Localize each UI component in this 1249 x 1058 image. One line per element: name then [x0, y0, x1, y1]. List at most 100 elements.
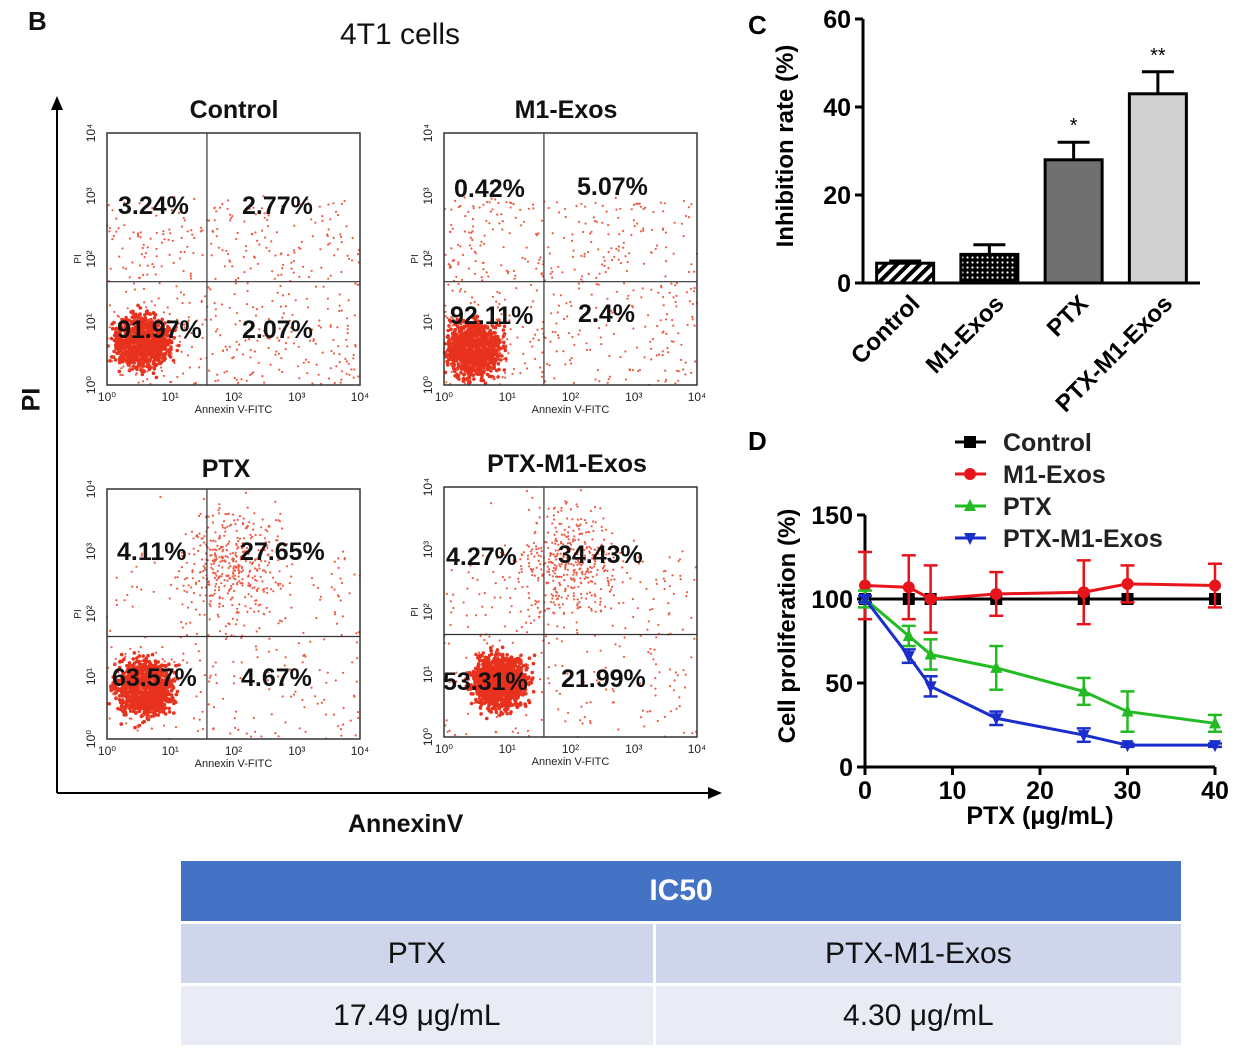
panel-c-ytick-label: 0 [837, 270, 851, 298]
panel-c-bar [875, 261, 936, 285]
legend-marker [964, 468, 976, 480]
flow-y-tick: 10⁰ [84, 730, 98, 748]
panel-c-ylabel: Inhibition rate (%) [772, 45, 799, 248]
series-point [859, 579, 871, 592]
flow-x-tick: 10³ [288, 390, 305, 404]
legend-label: M1-Exos [1003, 461, 1106, 489]
panel-c-ytick-label: 60 [823, 6, 851, 34]
series-point [1209, 716, 1221, 729]
flow-plot-frame [106, 132, 361, 386]
flow-y-label: PI [410, 254, 421, 263]
flow-y-tick: 10³ [421, 187, 435, 204]
flow-y-tick: 10² [421, 603, 435, 620]
flow-x-tick: 10¹ [162, 390, 179, 404]
ic50-value-ptx: 17.49 μg/mL [181, 984, 656, 1045]
flow-x-tick: 10² [225, 744, 242, 758]
legend-marker [964, 499, 976, 511]
flow-x-tick: 10³ [625, 742, 642, 756]
flow-x-tick: 10⁰ [98, 744, 116, 758]
panel-c-category-label: Control [846, 290, 925, 369]
panel-c-bar [1127, 92, 1188, 285]
flow-x-tick: 10³ [625, 390, 642, 404]
quad-ll-ptx-m1-exos: 53.31% [443, 668, 528, 696]
legend-label: PTX-M1-Exos [1003, 525, 1163, 553]
flow-x-tick: 10¹ [162, 744, 179, 758]
flow-y-tick: 10⁰ [421, 728, 435, 746]
quad-ur-m1-exos: 5.07% [577, 173, 648, 201]
series-point [1209, 579, 1221, 592]
flow-x-tick: 10² [562, 390, 579, 404]
ic50-col-ptx-m1-exos: PTX-M1-Exos [654, 922, 1181, 986]
flow-y-label: PI [410, 607, 421, 616]
panel-b-y-title: PI [17, 387, 46, 412]
series-line [863, 598, 1215, 747]
legend-marker [964, 533, 976, 545]
flow-x-label: Annexin V-FITC [195, 404, 273, 416]
panel-d-line-chart: D 0 50 100 150 0 10 20 30 40 PTX (μg/mL) Cell proli… [748, 426, 1229, 830]
panel-d-xtick-label: 10 [939, 777, 967, 805]
panel-b-axes [51, 96, 722, 799]
flow-x-tick: 10⁴ [351, 390, 370, 404]
panel-d-xtick-label: 40 [1201, 777, 1229, 805]
series-point [1209, 740, 1221, 753]
legend-label: Control [1003, 429, 1092, 457]
flow-y-tick: 10⁰ [84, 376, 98, 394]
flow-x-label: Annexin V-FITC [195, 758, 273, 770]
panel-d-ytick-label: 100 [811, 586, 853, 614]
panel-c-letter: C [748, 10, 767, 40]
flow-x-tick: 10⁰ [435, 390, 453, 404]
flow-y-tick: 10³ [84, 187, 98, 204]
quad-ll-control: 91.97% [117, 316, 202, 344]
legend-label: PTX [1003, 493, 1052, 521]
plot-title-m1-exos: M1-Exos [514, 96, 618, 124]
flow-y-tick: 10³ [421, 541, 435, 558]
series-point [924, 647, 937, 660]
series-point [902, 651, 915, 664]
flow-y-tick: 10² [421, 250, 435, 267]
panel-c-category-label: PTX [1042, 290, 1094, 342]
flow-x-label: Annexin V-FITC [532, 404, 610, 416]
quad-ul-ptx-m1-exos: 4.27% [446, 543, 517, 571]
quad-ur-ptx-m1-exos: 34.43% [558, 541, 643, 569]
flow-plot-ptx-m1-exos: 10⁰ 10⁰ 10¹ 10¹ 10² 10² 10³ 10³ 10⁴ 10⁴ Annexin V-… [410, 478, 706, 768]
flow-plot-ptx: 10⁰ 10⁰ 10¹ 10¹ 10² 10² 10³ 10³ 10⁴ 10⁴ Annexin V-… [73, 480, 369, 770]
series-ptx-m1-exos [858, 594, 1222, 753]
panel-d-xlabel: PTX (μg/mL) [966, 802, 1113, 830]
panel-c-significance: ** [1150, 45, 1166, 67]
panel-c-ytick-label: 40 [823, 94, 851, 122]
ic50-col-ptx: PTX [181, 922, 656, 986]
series-point [990, 713, 1003, 726]
panel-d-ytick-label: 0 [839, 754, 853, 782]
series-point [1077, 684, 1090, 697]
flow-x-tick: 10⁴ [688, 742, 707, 756]
ic50-table: IC50 PTX PTX-M1-Exos 17.49 μg/mL 4.30 μg… [181, 861, 1181, 1045]
flow-y-tick: 10² [84, 250, 98, 267]
flow-plot-control: 10⁰ 10⁰ 10¹ 10¹ 10² 10² 10³ 10³ 10⁴ 10⁴ Annexin V-… [73, 124, 369, 416]
panel-d-xtick-label: 20 [1026, 777, 1054, 805]
panel-b-subtitle: 4T1 cells [340, 18, 461, 51]
quad-ul-ptx: 4.11% [117, 538, 187, 566]
plot-title-ptx: PTX [201, 455, 251, 483]
flow-y-tick: 10¹ [84, 313, 98, 330]
series-point [924, 593, 937, 605]
flow-x-label: Annexin V-FITC [532, 756, 610, 768]
flow-y-tick: 10¹ [84, 668, 98, 685]
plot-title-control: Control [189, 96, 279, 124]
panel-c-ytick-label: 20 [823, 182, 851, 210]
flow-x-tick: 10⁴ [688, 390, 707, 404]
flow-x-tick: 10¹ [499, 390, 516, 404]
panel-d-xtick-label: 0 [858, 777, 872, 805]
series-point [859, 594, 871, 606]
flow-x-tick: 10⁴ [351, 744, 370, 758]
quad-lr-ptx: 4.67% [241, 664, 312, 692]
panel-d-ytick-label: 50 [825, 670, 853, 698]
quad-lr-ptx-m1-exos: 21.99% [561, 665, 646, 693]
ic50-title: IC50 [181, 861, 1181, 924]
panel-c-significance: * [1070, 115, 1078, 137]
flow-y-label: PI [73, 609, 84, 618]
quad-ur-control: 2.77% [242, 192, 313, 220]
panel-d-ylabel: Cell proliferation (%) [774, 509, 801, 744]
